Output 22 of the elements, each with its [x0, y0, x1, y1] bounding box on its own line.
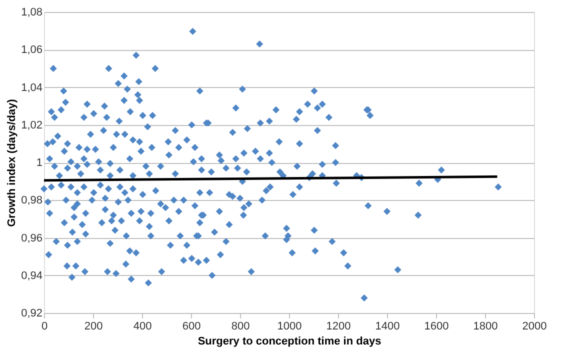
x-axis-title: Surgery to conception time in days — [198, 336, 382, 348]
x-tick-label: 1800 — [473, 320, 498, 332]
x-tick-label: 1000 — [277, 320, 302, 332]
x-tick-label: 1200 — [326, 320, 351, 332]
y-tick-label: 0,92 — [21, 308, 42, 320]
x-tick-label: 200 — [84, 320, 103, 332]
y-tick-label: 1,04 — [21, 82, 42, 94]
y-tick-label: 1,06 — [21, 44, 42, 56]
x-tick-label: 2000 — [522, 320, 547, 332]
x-tick-label: 400 — [133, 320, 152, 332]
y-tick-label: 1,08 — [21, 6, 42, 18]
x-tick-label: 1600 — [424, 320, 449, 332]
x-tick-label: 800 — [231, 320, 250, 332]
y-axis-title: Growth index (days/day) — [6, 98, 18, 227]
y-tick-label: 0,94 — [21, 270, 42, 282]
y-tick-label: 0,98 — [21, 194, 42, 207]
x-tick-label: 1400 — [375, 320, 400, 332]
y-tick-label: 1,02 — [21, 119, 42, 132]
x-tick-label: 0 — [41, 320, 48, 332]
y-tick-label: 0,96 — [21, 232, 42, 244]
x-tick-label: 600 — [182, 320, 201, 332]
y-tick-label: 1 — [36, 157, 42, 169]
